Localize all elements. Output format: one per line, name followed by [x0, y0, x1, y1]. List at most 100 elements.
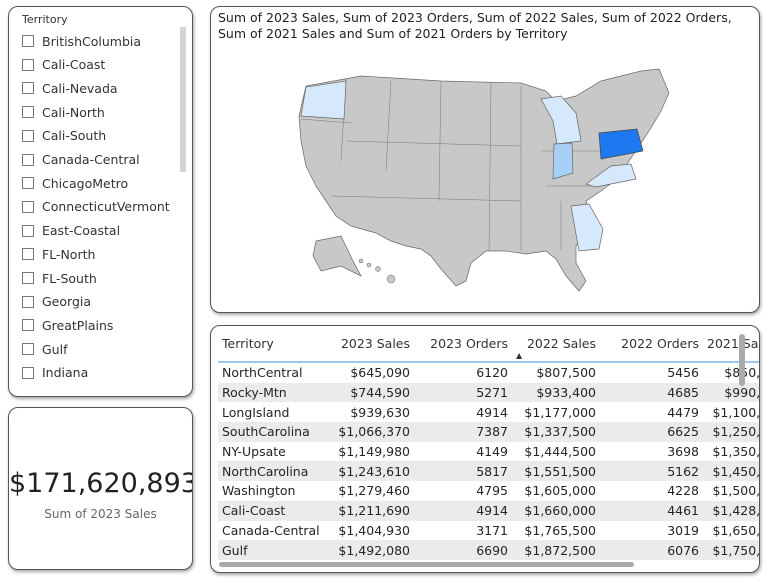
- table-cell: $1,279,460: [338, 483, 410, 499]
- table-cell: 4914: [476, 404, 508, 420]
- table-cell: LongIsland: [222, 404, 290, 420]
- state-pennsylvania[interactable]: [598, 128, 644, 160]
- checkbox[interactable]: [22, 319, 34, 332]
- table-cell: $1,350,00: [712, 444, 760, 460]
- header-label: 2021 Sales: [707, 336, 759, 351]
- checkbox[interactable]: [22, 272, 34, 284]
- column-header[interactable]: 2021 Sales: [703, 332, 759, 363]
- table-row[interactable]: NorthCarolina $1,243,610 5817 $1,551,500 516…: [218, 461, 759, 482]
- table-cell: 7387: [414, 422, 512, 442]
- slicer-item-label: GreatPlains: [42, 317, 114, 333]
- table-horizontal-scrollbar[interactable]: [219, 562, 634, 567]
- slicer-item[interactable]: East-Coastal: [22, 221, 120, 241]
- state-washington[interactable]: [300, 80, 347, 120]
- map-visual: Sum of 2023 Sales, Sum of 2023 Orders, S…: [210, 6, 760, 313]
- alaska[interactable]: [312, 235, 362, 277]
- slicer-item[interactable]: Georgia: [22, 292, 91, 312]
- header-label: 2022 Orders: [621, 336, 699, 351]
- slicer-item[interactable]: Gulf: [22, 339, 67, 359]
- slicer-item[interactable]: Cali-North: [22, 102, 105, 122]
- table-cell: $1,149,980: [338, 444, 410, 460]
- checkbox[interactable]: [22, 224, 34, 237]
- checkbox[interactable]: [22, 295, 34, 308]
- column-header[interactable]: 2022 Sales ▲: [512, 332, 600, 363]
- header-label: 2023 Orders: [430, 336, 508, 351]
- slicer-item[interactable]: FL-South: [22, 268, 97, 288]
- state-georgia[interactable]: [570, 203, 604, 252]
- state-virginia[interactable]: [585, 163, 637, 188]
- column-header[interactable]: 2022 Orders: [600, 332, 703, 363]
- checkbox[interactable]: [22, 35, 34, 47]
- table-row[interactable]: Cali-Coast $1,211,690 4914 $1,660,000 4461 $1…: [218, 500, 759, 521]
- map-title: Sum of 2023 Sales, Sum of 2023 Orders, S…: [218, 10, 732, 41]
- checkbox[interactable]: [22, 200, 34, 213]
- table-row[interactable]: Gulf$1,492,0806690$1,872,5006076$1,750,0…: [218, 540, 759, 560]
- table-cell: Rocky-Mtn: [218, 382, 326, 403]
- table-cell: $1,660,000: [512, 500, 600, 521]
- table-row[interactable]: Canada-Central $1,404,930 3171 $1,765,500 30…: [218, 521, 760, 541]
- slicer-item[interactable]: ChicagoMetro: [22, 173, 128, 193]
- table-cell: $990,00: [703, 382, 759, 403]
- hawaii[interactable]: [358, 258, 396, 284]
- table-cell: $939,630: [350, 404, 410, 420]
- slicer-scrollbar[interactable]: [180, 27, 186, 172]
- column-header[interactable]: 2023 Orders: [414, 332, 512, 363]
- slicer-item[interactable]: FL-North: [22, 244, 95, 264]
- checkbox[interactable]: [22, 129, 34, 142]
- checkbox[interactable]: [22, 106, 34, 119]
- slicer-item[interactable]: Canada-Central: [22, 150, 140, 170]
- header-label: 2022 Sales: [526, 336, 596, 351]
- state-borders: [300, 78, 631, 252]
- table-cell: $1,404,930: [338, 522, 410, 538]
- table-cell: 3171: [476, 522, 508, 538]
- table-row[interactable]: Washington $1,279,460 4795 $1,605,000 4228 $1…: [218, 481, 759, 501]
- table-vertical-scrollbar[interactable]: [739, 334, 745, 386]
- table-cell: 4149: [476, 444, 508, 460]
- table-cell: $933,400: [512, 382, 600, 403]
- slicer-item[interactable]: Cali-Coast: [22, 55, 105, 75]
- slicer-item-label: Cali-South: [42, 128, 107, 144]
- slicer-item[interactable]: Cali-South: [22, 126, 106, 146]
- table-cell: $1,211,690: [326, 500, 414, 521]
- table-cell: $1,100,00: [712, 404, 760, 420]
- table-row[interactable]: NorthCentral $645,090 6120 $807,500 5456$850…: [218, 362, 759, 383]
- table-row[interactable]: SouthCarolina $1,066,370 7387 $1,337,500 662…: [218, 422, 759, 442]
- checkbox[interactable]: [22, 153, 34, 166]
- slicer-item[interactable]: Cali-Nevada: [22, 78, 118, 98]
- slicer-item[interactable]: GreatPlains: [22, 315, 113, 335]
- table-cell: $1,650,00: [712, 522, 760, 538]
- column-header[interactable]: Territory: [218, 332, 326, 363]
- slicer-item-label: Indiana: [42, 365, 89, 381]
- slicer-item-label: Cali-Nevada: [42, 80, 118, 96]
- state-michigan[interactable]: [540, 95, 582, 145]
- checkbox[interactable]: [22, 248, 34, 261]
- slicer-item[interactable]: Indiana: [22, 363, 88, 383]
- checkbox[interactable]: [22, 82, 34, 95]
- table-cell: 5456: [667, 365, 699, 381]
- slicer-item-label: FL-North: [42, 246, 96, 262]
- table-cell: Washington: [222, 483, 296, 499]
- table-cell: 6625: [600, 422, 703, 442]
- column-header[interactable]: 2023 Sales: [326, 332, 414, 363]
- table-cell: $1,450,00: [703, 461, 759, 482]
- table-row[interactable]: NY-Upsate $1,149,980 4149 $1,444,500 3698 $1,…: [218, 442, 760, 462]
- slicer-item[interactable]: BritishColumbia: [22, 31, 141, 51]
- checkbox[interactable]: [22, 343, 34, 356]
- checkbox[interactable]: [22, 177, 34, 190]
- slicer-item[interactable]: ConnecticutVermont: [22, 197, 170, 217]
- table-cell: Gulf: [218, 540, 326, 560]
- slicer-item-label: ConnecticutVermont: [42, 199, 170, 215]
- slicer-item-label: ChicagoMetro: [42, 175, 129, 191]
- table-row[interactable]: LongIsland $939,630 4914 $1,177,000 4479 $1,1…: [218, 402, 760, 422]
- state-indiana[interactable]: [552, 142, 574, 180]
- table-cell: $1,337,500: [512, 422, 600, 442]
- table-cell: 4461: [600, 500, 703, 521]
- checkbox[interactable]: [22, 366, 34, 379]
- table-cell: NY-Upsate: [222, 444, 286, 460]
- slicer-item-label: FL-South: [42, 270, 97, 286]
- table-cell: 4228: [667, 483, 699, 499]
- table-cell: $1,872,500: [512, 540, 600, 560]
- us-map[interactable]: [211, 7, 760, 313]
- checkbox[interactable]: [22, 58, 34, 71]
